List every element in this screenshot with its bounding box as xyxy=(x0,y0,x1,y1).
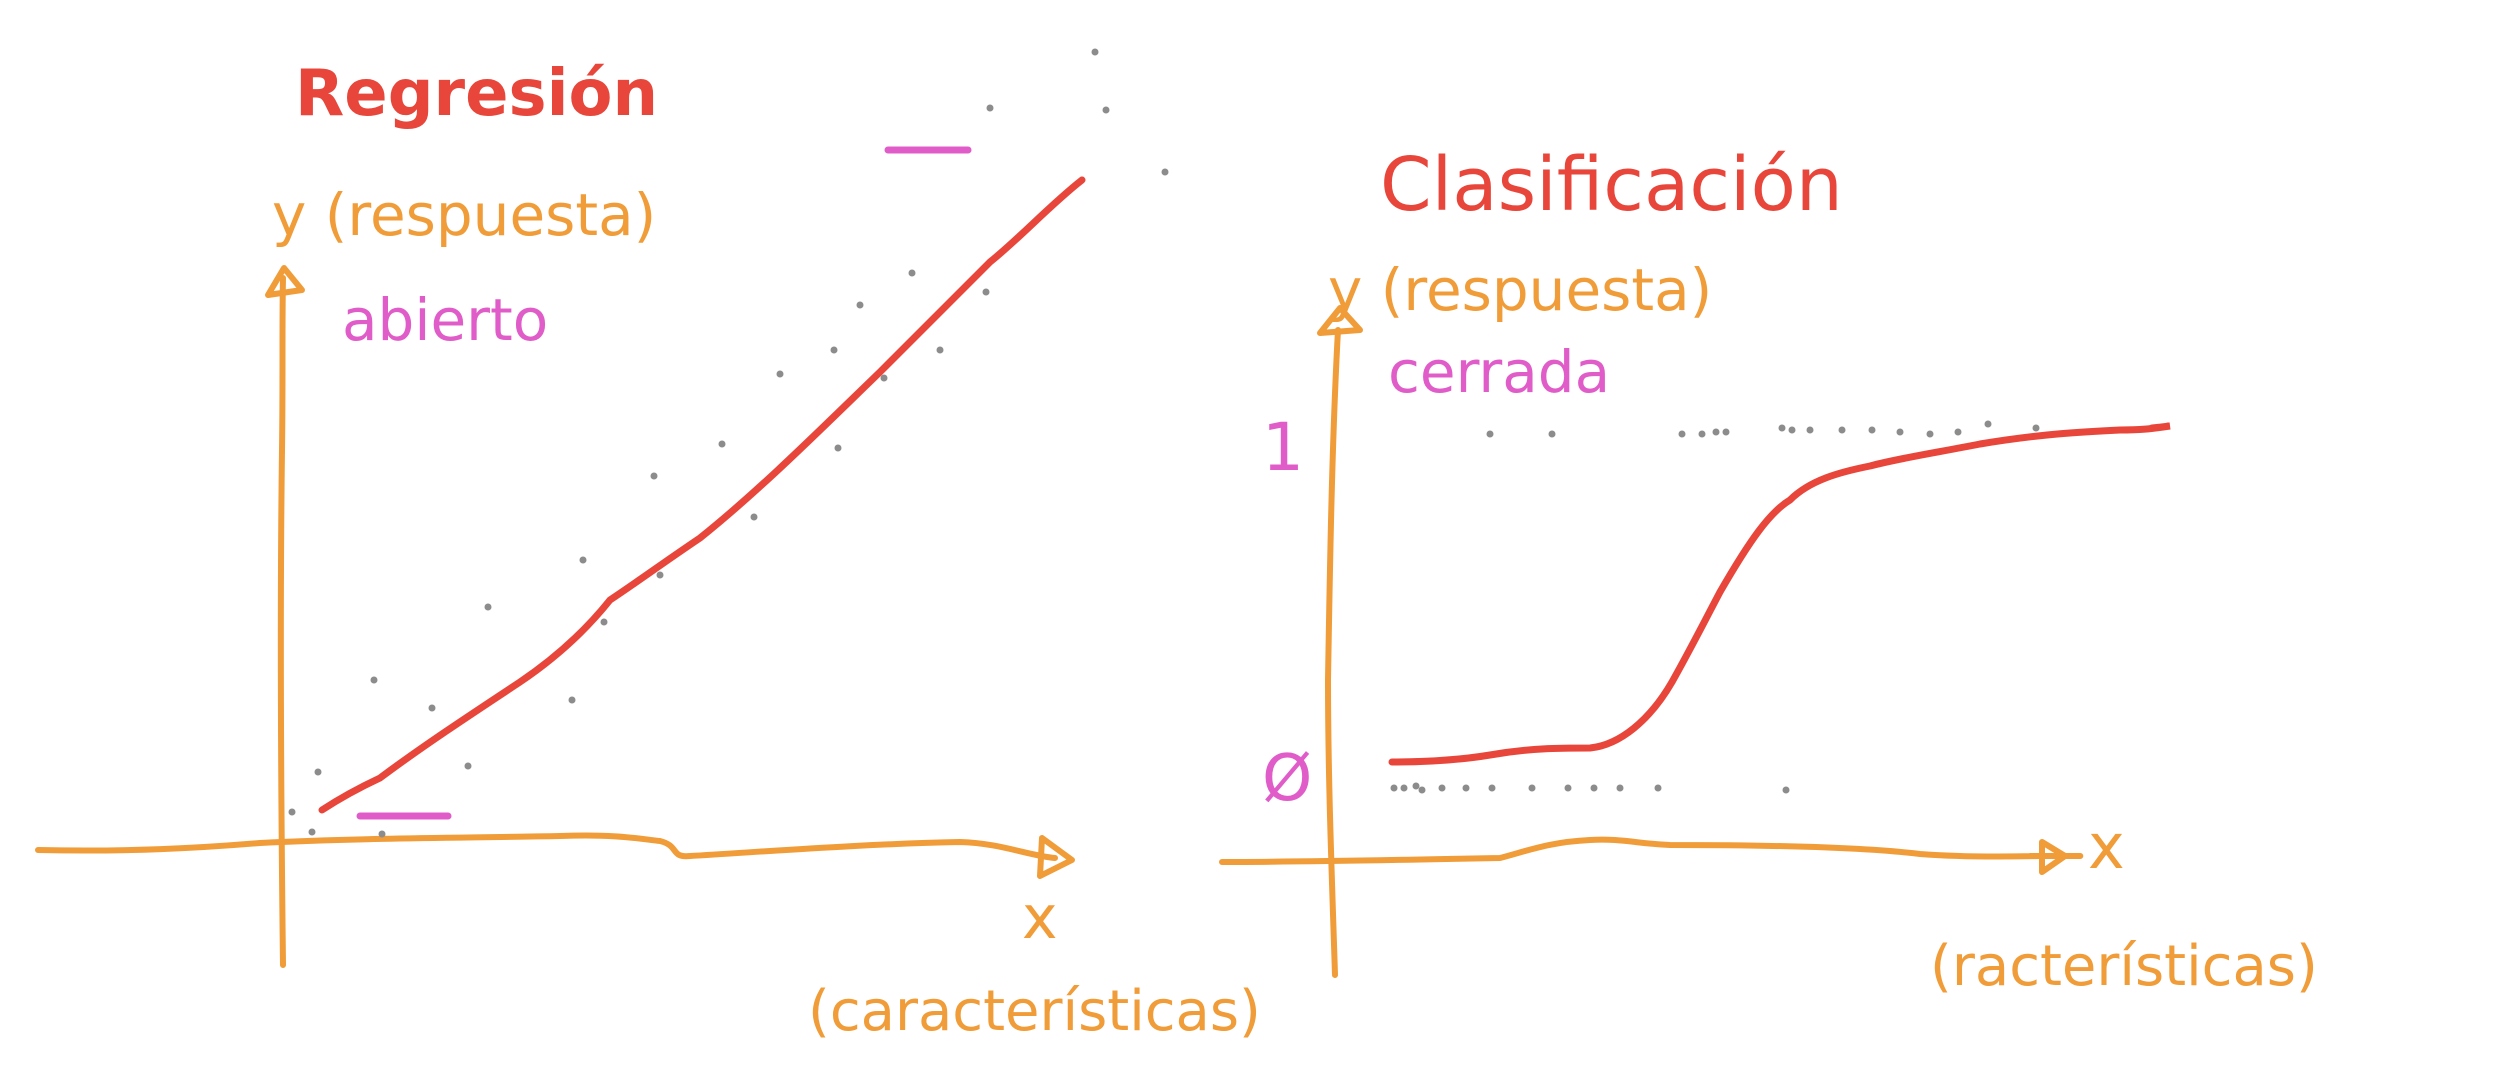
classification-data-point xyxy=(1462,784,1470,792)
regression-x-arrowhead xyxy=(1037,835,1075,879)
classification-data-point xyxy=(1712,428,1720,436)
regression-data-point xyxy=(568,696,576,704)
classification-data-point xyxy=(1564,784,1572,792)
regression-data-point xyxy=(750,513,758,521)
classification-points-one xyxy=(1486,420,2040,438)
regression-data-point xyxy=(484,603,492,611)
classification-x-label: x xyxy=(2088,810,2125,883)
classification-data-point xyxy=(1896,428,1904,436)
regression-data-point xyxy=(370,676,378,684)
classification-y-type: cerrada xyxy=(1388,338,1610,406)
regression-x-label: x xyxy=(1022,883,1058,953)
classification-tick-zero: Ø xyxy=(1262,742,1312,816)
classification-panel: Clasificación y (respuesta) cerrada 1 Ø … xyxy=(1219,142,2318,999)
classification-data-point xyxy=(1806,426,1814,434)
classification-title: Clasificación xyxy=(1380,142,1843,228)
regression-title: Regresión xyxy=(295,57,658,131)
regression-data-point xyxy=(428,704,436,712)
regression-data-point xyxy=(936,346,944,354)
regression-data-point xyxy=(718,440,726,448)
classification-data-point xyxy=(1488,784,1496,792)
classification-data-point xyxy=(1412,782,1420,790)
regression-data-point xyxy=(830,346,838,354)
regression-data-point xyxy=(656,571,664,579)
classification-x-arrowhead xyxy=(2039,839,2068,875)
classification-data-point xyxy=(2032,424,2040,432)
regression-data-point xyxy=(1161,168,1169,176)
regression-data-point xyxy=(314,768,322,776)
regression-data-point xyxy=(982,288,990,296)
regression-data-point xyxy=(856,301,864,309)
classification-data-point xyxy=(1528,784,1536,792)
regression-x-caption: (características) xyxy=(808,979,1261,1044)
regression-data-point xyxy=(776,370,784,378)
regression-data-point xyxy=(579,556,587,564)
classification-data-point xyxy=(1438,784,1446,792)
classification-data-point xyxy=(1390,784,1398,792)
classification-x-caption: (racterísticas) xyxy=(1930,934,2318,999)
classification-data-point xyxy=(1486,430,1494,438)
classification-data-point xyxy=(1548,430,1556,438)
regression-data-point xyxy=(288,808,296,816)
classification-y-label: y (respuesta) xyxy=(1328,256,1712,324)
regression-y-arrowhead xyxy=(265,265,305,298)
regression-y-label: y (respuesta) xyxy=(272,181,656,249)
classification-data-point xyxy=(1590,784,1598,792)
classification-data-point xyxy=(1418,786,1426,794)
classification-data-point xyxy=(1722,428,1730,436)
regression-fit-line xyxy=(318,176,1086,814)
classification-y-arrowhead xyxy=(1317,305,1363,336)
classification-points-zero xyxy=(1390,782,1790,794)
classification-data-point xyxy=(1984,420,1992,428)
regression-data-point xyxy=(600,618,608,626)
regression-data-point xyxy=(650,472,658,480)
classification-data-point xyxy=(1654,784,1662,792)
regression-data-point xyxy=(834,444,842,452)
regression-data-point xyxy=(308,828,316,836)
classification-data-point xyxy=(1868,426,1876,434)
regression-data-point xyxy=(986,104,994,112)
regression-data-point xyxy=(1091,48,1099,56)
classification-data-point xyxy=(1782,786,1790,794)
classification-data-point xyxy=(1788,426,1796,434)
regression-data-point xyxy=(908,269,916,277)
classification-y-axis xyxy=(1324,327,1341,978)
regression-data-point xyxy=(1102,106,1110,114)
classification-x-axis xyxy=(1219,836,2084,865)
regression-x-axis xyxy=(35,832,1058,861)
classification-data-point xyxy=(1954,428,1962,436)
classification-sigmoid-curve xyxy=(1388,422,2171,766)
regression-data-point xyxy=(464,762,472,770)
classification-data-point xyxy=(1698,430,1706,438)
regression-y-type: abierto xyxy=(342,286,548,354)
classification-data-point xyxy=(1400,784,1408,792)
regression-data-point xyxy=(880,374,888,382)
regression-y-axis xyxy=(277,275,286,968)
classification-data-point xyxy=(1778,424,1786,432)
regression-data-point xyxy=(378,830,386,838)
classification-data-point xyxy=(1616,784,1624,792)
classification-data-point xyxy=(1678,430,1686,438)
classification-tick-one: 1 xyxy=(1262,409,1304,486)
classification-data-point xyxy=(1838,426,1846,434)
regression-panel: Regresión y (respuesta) abierto x (carac… xyxy=(35,48,1261,1044)
classification-data-point xyxy=(1926,430,1934,438)
regression-scatter-points xyxy=(288,48,1169,838)
